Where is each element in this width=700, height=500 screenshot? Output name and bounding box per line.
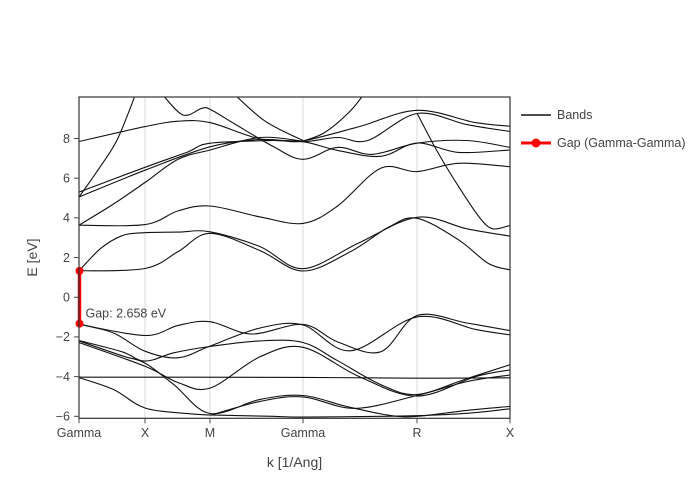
legend: Bands Gap (Gamma-Gamma) xyxy=(521,108,686,150)
x-tick-label-Gamma: Gamma xyxy=(281,426,326,440)
x-tick-label-X: X xyxy=(506,426,515,440)
band-curve-band-18 xyxy=(236,97,304,141)
band-curve-band-13 xyxy=(79,112,510,198)
band-curve-band-20 xyxy=(416,112,510,230)
y-tick-label-2: 2 xyxy=(63,251,70,265)
band-curve-band-17 xyxy=(163,97,510,160)
band-curve-band-12 xyxy=(79,136,304,226)
band-curve-band-19 xyxy=(302,97,363,142)
legend-label-gap: Gap (Gamma-Gamma) xyxy=(557,136,686,150)
x-axis-title: k [1/Ang] xyxy=(267,454,322,470)
y-tick-label-8: 8 xyxy=(63,132,70,146)
band-curve-band-16 xyxy=(79,97,136,198)
legend-label-bands: Bands xyxy=(557,108,592,122)
y-tick-label-4: 4 xyxy=(63,211,70,225)
gap-marker-sample xyxy=(531,138,541,148)
axis-ticks: Gamma X M Gamma R X −6 −4 −2 0 2 4 6 8 xyxy=(56,132,515,440)
y-tick-label--6: −6 xyxy=(56,410,70,424)
x-tick-label-M: M xyxy=(205,426,215,440)
band-curve-band-03 xyxy=(209,374,510,416)
y-tick-label--2: −2 xyxy=(56,330,70,344)
band-curve-band-05 xyxy=(79,341,510,397)
band-curve-band-10 xyxy=(79,216,510,272)
y-tick-label-6: 6 xyxy=(63,171,70,185)
band-curve-band-15 xyxy=(79,120,510,158)
band-curve-band-02 xyxy=(79,340,510,418)
legend-item-bands[interactable]: Bands xyxy=(521,108,592,122)
y-tick-label-0: 0 xyxy=(63,291,70,305)
y-axis-title: E [eV] xyxy=(24,238,40,276)
x-tick-label-R: R xyxy=(412,426,421,440)
x-tick-label-Gamma: Gamma xyxy=(57,426,102,440)
legend-item-gap[interactable]: Gap (Gamma-Gamma) xyxy=(521,136,686,150)
x-tick-label-X: X xyxy=(141,426,150,440)
band-curve-band-04 xyxy=(79,376,510,379)
band-curve-band-06 xyxy=(79,339,510,396)
band-curve-band-08 xyxy=(79,313,510,354)
y-tick-label--4: −4 xyxy=(56,370,70,384)
bands-curves xyxy=(79,97,510,418)
band-curve-band-07 xyxy=(79,315,510,359)
gap-annotation: Gap: 2.658 eV xyxy=(86,307,167,321)
band-curve-band-11 xyxy=(79,162,510,227)
plot-drag-area[interactable] xyxy=(79,97,510,418)
band-curve-band-09 xyxy=(79,217,510,272)
